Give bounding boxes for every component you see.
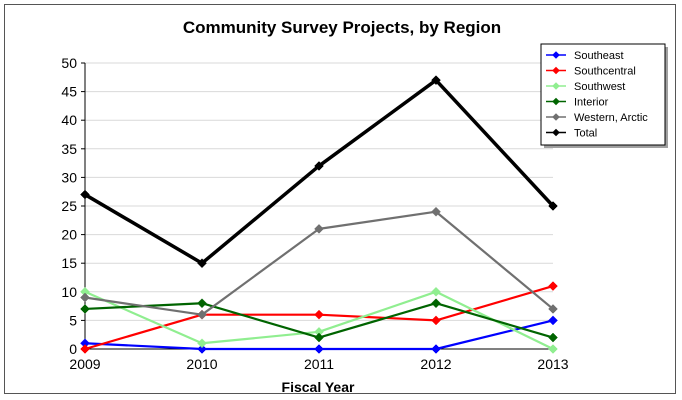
data-point xyxy=(548,281,558,291)
y-tick-label: 50 xyxy=(61,55,77,71)
legend-marker xyxy=(552,128,560,137)
series-line-total xyxy=(84,78,555,265)
data-point xyxy=(197,338,207,349)
y-tick-label: 15 xyxy=(61,255,77,271)
data-point xyxy=(314,332,324,343)
data-point xyxy=(548,304,558,314)
legend-label: Southwest xyxy=(574,81,625,93)
data-point xyxy=(548,201,558,211)
legend-marker xyxy=(552,82,560,90)
data-point xyxy=(548,315,558,326)
legend: Southeast Southcentral Southwest Interior We… xyxy=(540,43,668,148)
data-point xyxy=(80,189,90,200)
y-tick-label: 5 xyxy=(69,312,77,328)
legend-label: Total xyxy=(574,128,597,140)
legend-marker xyxy=(552,113,560,121)
x-axis-title: Fiscal Year xyxy=(282,379,355,395)
x-tick-label: 2011 xyxy=(304,356,334,372)
data-point xyxy=(314,309,324,320)
y-axis-ticks: 0 5 10 15 20 25 30 35 40 45 50 xyxy=(61,55,85,357)
data-point xyxy=(431,315,441,326)
data-point xyxy=(314,161,324,171)
data-point xyxy=(314,224,324,234)
legend-marker xyxy=(552,97,560,106)
y-tick-label: 45 xyxy=(61,84,77,100)
data-point xyxy=(548,332,558,343)
chart-title: Community Survey Projects, by Region xyxy=(183,18,501,37)
x-tick-label: 2010 xyxy=(186,356,217,372)
legend-label: Southcentral xyxy=(574,66,636,78)
data-point xyxy=(197,258,207,269)
data-point xyxy=(197,309,207,320)
x-axis-ticks: 2009 2010 2011 2012 2013 xyxy=(69,349,569,372)
y-tick-label: 35 xyxy=(61,141,77,157)
data-point xyxy=(197,344,207,354)
x-tick-label: 2012 xyxy=(420,356,451,372)
y-tick-label: 20 xyxy=(61,227,77,243)
legend-label: Southeast xyxy=(574,50,624,62)
legend-marker xyxy=(552,51,560,59)
data-point xyxy=(80,292,90,303)
legend-label: Interior xyxy=(574,97,609,109)
legend-label: Western, Arctic xyxy=(574,112,648,124)
data-point xyxy=(431,286,441,297)
gridlines xyxy=(85,62,553,321)
data-point xyxy=(80,304,90,314)
y-tick-label: 10 xyxy=(61,284,77,300)
x-tick-label: 2009 xyxy=(69,356,100,372)
data-point xyxy=(431,75,441,86)
series-group xyxy=(80,75,558,354)
legend-box xyxy=(540,43,666,146)
data-point xyxy=(548,344,558,354)
data-point xyxy=(314,344,324,354)
data-point xyxy=(431,298,441,309)
data-point xyxy=(80,344,90,354)
y-tick-label: 40 xyxy=(61,112,77,128)
y-tick-label: 0 xyxy=(69,341,77,357)
data-point xyxy=(197,298,207,309)
data-point xyxy=(431,206,441,217)
x-tick-label: 2013 xyxy=(537,356,568,372)
y-tick-label: 25 xyxy=(61,198,77,214)
data-point xyxy=(431,344,441,354)
legend-marker xyxy=(552,66,560,75)
y-tick-label: 30 xyxy=(61,169,77,185)
